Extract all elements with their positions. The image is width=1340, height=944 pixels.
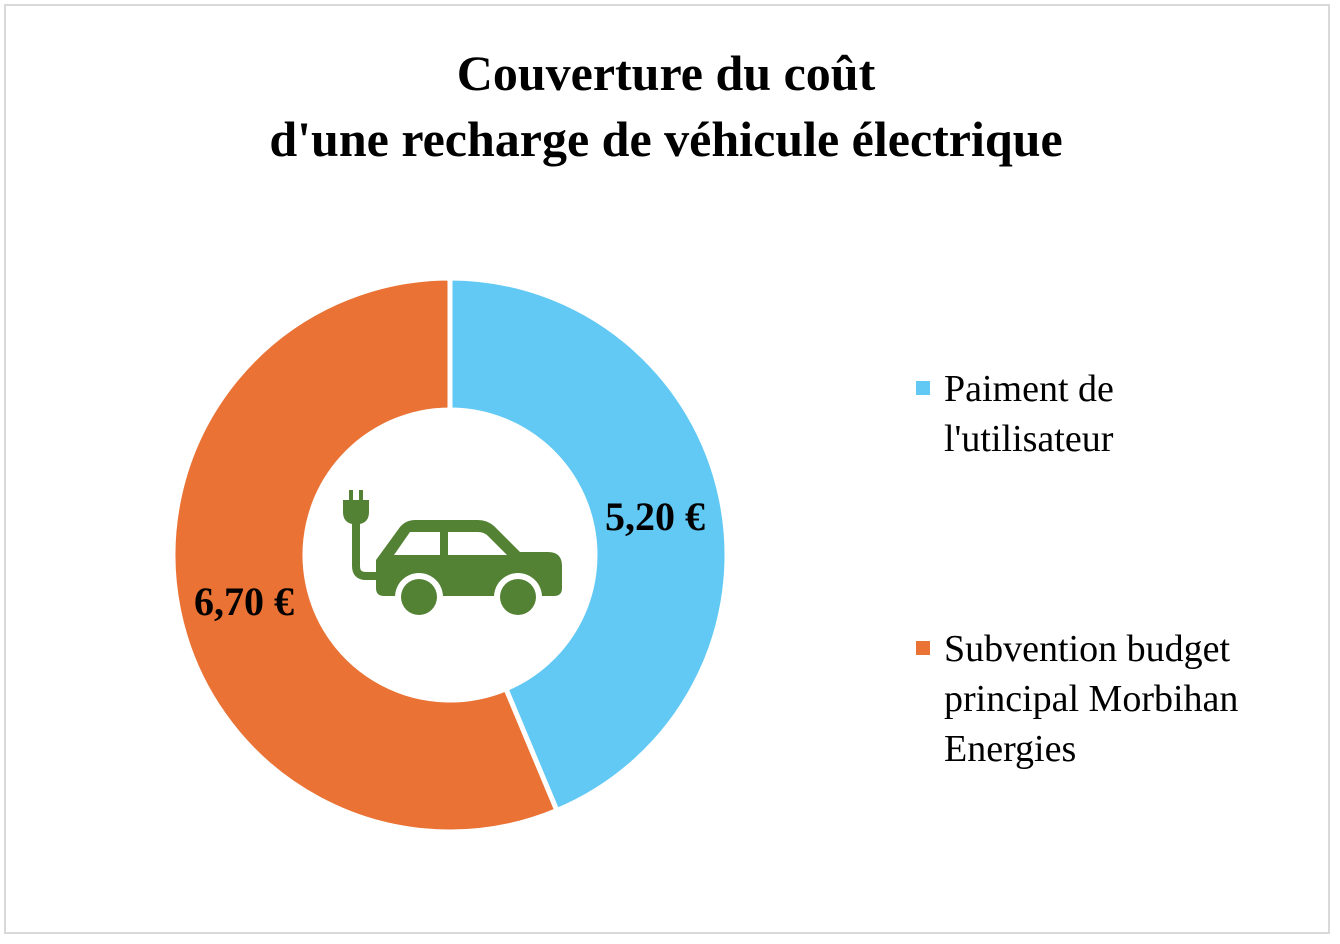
plug-cable: [352, 528, 382, 580]
donut-slices: [170, 275, 730, 835]
slice-paiment-utilisateur: [447, 275, 730, 814]
plug-prong-left: [349, 490, 353, 502]
legend-label-subvention-line-1: Subvention budget: [944, 628, 1231, 670]
legend-swatch-subvention: [916, 641, 930, 655]
chart-title: Couverture du coût d'une recharge de véh…: [0, 40, 1332, 172]
legend-swatch-paiment: [916, 381, 930, 395]
legend-label-subvention-line-2: principal Morbihan: [944, 678, 1239, 720]
legend-label-subvention: Subvention budget principal Morbihan Ene…: [944, 624, 1324, 774]
chart-title-line-1: Couverture du coût: [456, 45, 876, 101]
legend-label-paiment: Paiment de l'utilisateur: [944, 364, 1324, 464]
plug-body: [343, 500, 369, 530]
car-wheel-front: [401, 579, 437, 615]
slice-subvention-morbihan: [170, 275, 561, 835]
electric-car-icon: [343, 490, 562, 621]
car-window-rear: [448, 532, 507, 555]
car-window-front: [394, 532, 440, 555]
data-label-paiment: 5,20 €: [605, 494, 705, 539]
car-wheel-rear: [500, 579, 536, 615]
plug-prong-right: [359, 490, 363, 502]
chart-title-line-2: d'une recharge de véhicule électrique: [269, 111, 1063, 167]
data-label-subvention: 6,70 €: [194, 579, 294, 624]
legend-label-paiment-line-1: Paiment de: [944, 368, 1114, 410]
legend-label-subvention-line-3: Energies: [944, 728, 1077, 770]
legend-label-paiment-line-2: l'utilisateur: [944, 418, 1114, 460]
